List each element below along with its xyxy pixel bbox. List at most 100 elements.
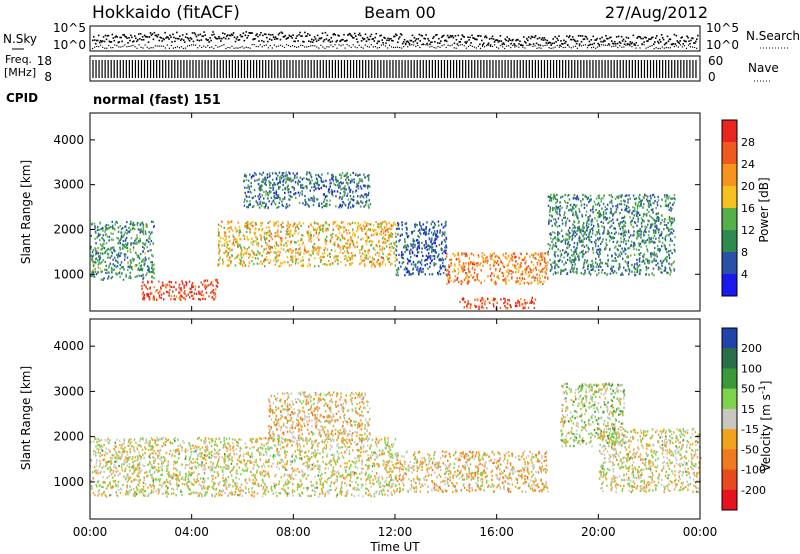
- range-cell: [119, 225, 121, 228]
- range-cell: [145, 239, 148, 242]
- range-cell: [244, 252, 246, 255]
- range-cell: [539, 264, 541, 267]
- range-cell: [669, 244, 671, 247]
- range-cell: [318, 246, 320, 249]
- range-cell: [415, 263, 417, 266]
- range-cell: [663, 269, 666, 272]
- nsky-point: [545, 42, 548, 44]
- nsky-point: [642, 37, 644, 40]
- range-cell: [285, 232, 288, 236]
- range-cell: [623, 216, 625, 219]
- range-cell: [300, 184, 302, 187]
- range-cell: [448, 274, 451, 277]
- range-cell: [627, 267, 630, 270]
- range-cell: [282, 204, 284, 208]
- range-cell: [356, 184, 359, 187]
- nsearch-point: [233, 47, 235, 49]
- range-cell: [353, 178, 355, 181]
- range-cell: [139, 269, 141, 272]
- range-cell: [329, 199, 331, 202]
- nsky-point: [675, 34, 678, 37]
- range-cell: [311, 197, 314, 200]
- range-cell: [268, 226, 270, 229]
- range-cell: [564, 242, 567, 245]
- range-cell: [363, 196, 365, 199]
- nsearch-point: [247, 47, 249, 49]
- range-cell: [257, 251, 260, 255]
- nsearch-point: [401, 47, 403, 49]
- range-cell: [254, 222, 257, 225]
- range-cell: [433, 226, 435, 229]
- range-cell: [573, 266, 576, 269]
- range-cell: [572, 250, 575, 253]
- nsearch-point: [669, 47, 671, 49]
- range-cell: [638, 197, 641, 200]
- range-cell: [407, 269, 409, 272]
- range-cell: [560, 240, 562, 243]
- range-cell: [257, 242, 260, 245]
- range-cell: [181, 295, 183, 298]
- range-cell: [338, 186, 340, 189]
- range-cell: [569, 256, 571, 259]
- range-cell: [252, 174, 254, 177]
- range-cell: [296, 225, 299, 228]
- range-cell: [632, 194, 635, 197]
- range-cell: [614, 211, 616, 214]
- nsky-point: [256, 33, 258, 35]
- range-cell: [127, 262, 129, 265]
- range-cell: [265, 204, 267, 207]
- range-cell: [544, 276, 546, 279]
- range-cell: [285, 180, 287, 183]
- range-cell: [559, 255, 562, 258]
- range-cell: [502, 272, 505, 275]
- range-cell: [465, 252, 467, 255]
- range-cell: [256, 237, 258, 240]
- range-cell: [502, 279, 504, 282]
- range-cell: [306, 251, 308, 254]
- range-cell: [567, 240, 570, 243]
- range-cell: [141, 287, 143, 290]
- range-cell: [462, 267, 464, 270]
- range-cell: [338, 197, 341, 200]
- range-cell: [388, 243, 391, 246]
- nsearch-point: [407, 46, 409, 48]
- range-cell: [250, 176, 253, 179]
- range-cell: [619, 244, 621, 247]
- range-cell: [344, 255, 347, 258]
- range-cell: [476, 265, 478, 268]
- range-cell: [367, 176, 370, 179]
- range-cell: [275, 231, 277, 234]
- range-cell: [390, 228, 393, 231]
- range-cell: [430, 240, 432, 243]
- range-cell: [356, 226, 359, 229]
- range-cell: [598, 210, 601, 213]
- range-cell: [407, 236, 409, 239]
- nsky-point: [387, 37, 389, 40]
- range-cell: [610, 268, 612, 271]
- range-cell: [277, 194, 280, 197]
- range-cell: [304, 185, 307, 188]
- range-cell: [575, 205, 577, 208]
- range-cell: [131, 268, 134, 271]
- range-cell: [112, 258, 114, 261]
- nsky-point: [134, 35, 136, 37]
- range-cell: [114, 264, 116, 267]
- range-cell: [102, 227, 104, 230]
- range-cell: [412, 243, 415, 246]
- range-cell: [242, 253, 245, 256]
- nsearch-point: [479, 47, 482, 50]
- range-cell: [404, 222, 406, 225]
- range-cell: [578, 235, 581, 238]
- range-cell: [283, 197, 286, 200]
- range-cell: [107, 227, 110, 230]
- nsearch-point: [615, 45, 617, 47]
- nsky-point: [485, 36, 488, 39]
- range-cell: [136, 237, 139, 240]
- nsky-point: [184, 36, 187, 38]
- nsearch-point: [538, 47, 540, 49]
- range-cell: [491, 253, 494, 256]
- range-cell: [462, 298, 465, 301]
- nsearch-point: [350, 46, 352, 48]
- range-cell: [504, 300, 506, 303]
- range-cell: [587, 217, 589, 221]
